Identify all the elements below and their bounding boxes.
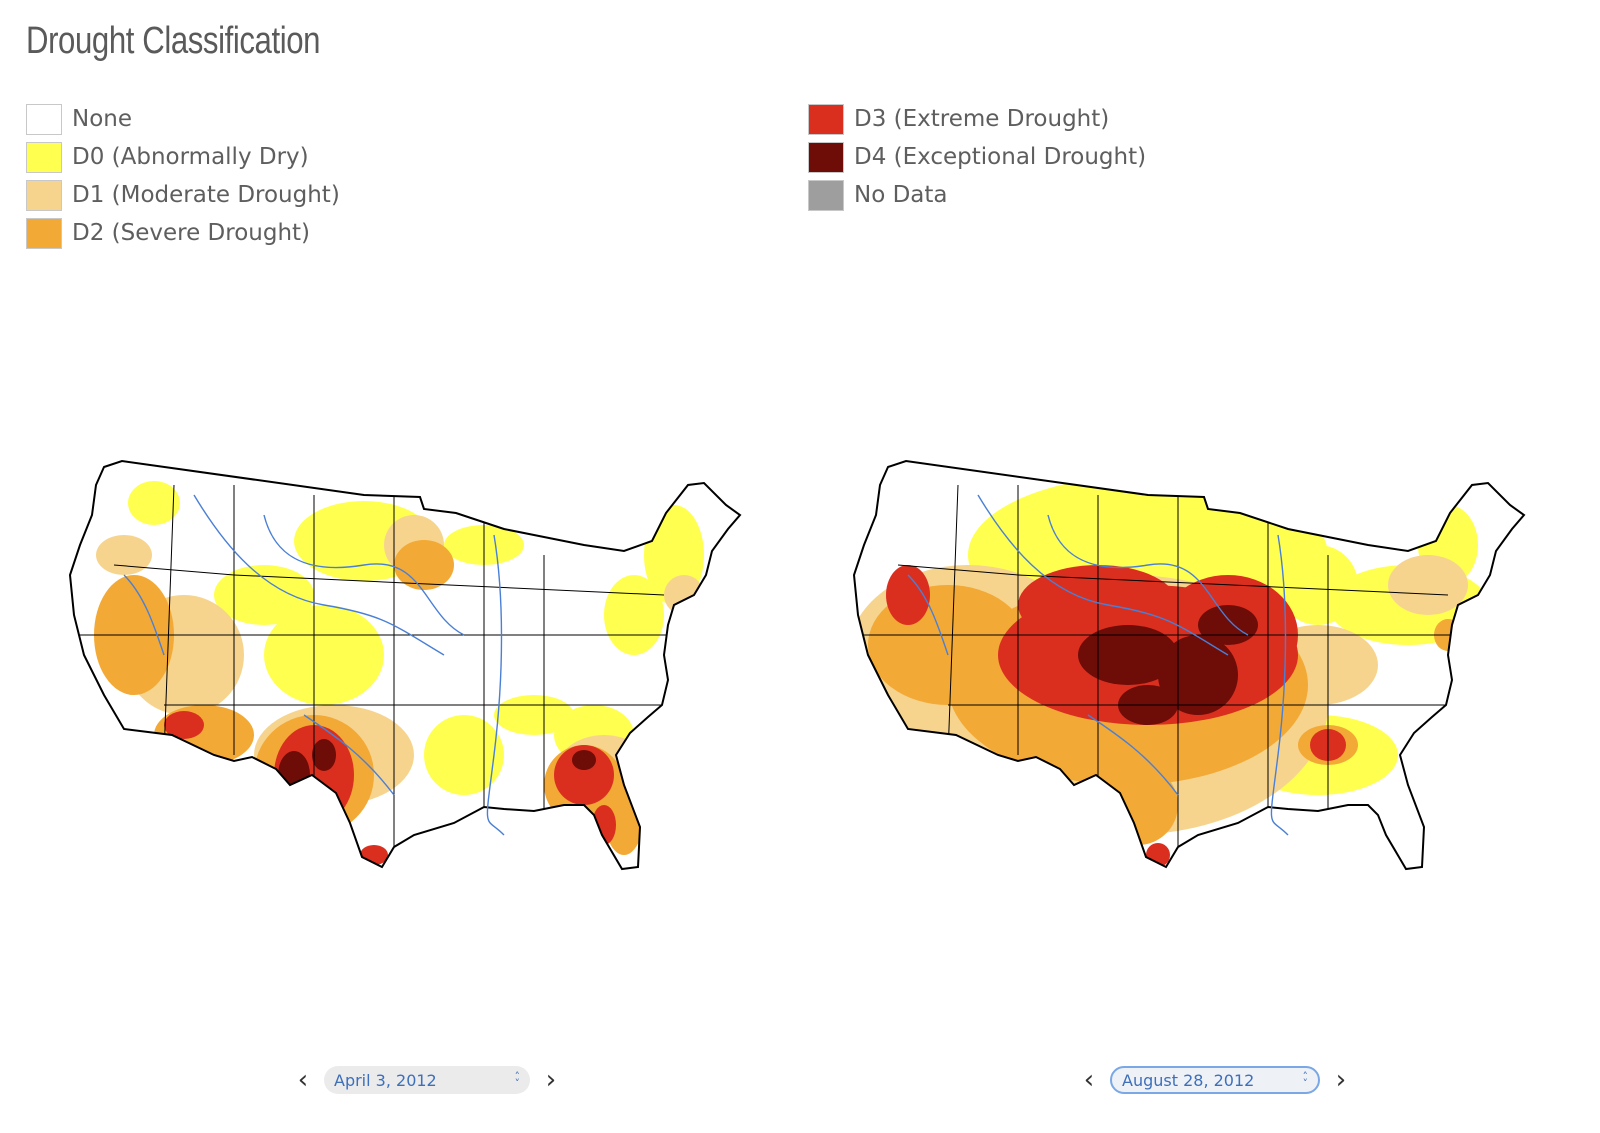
us-outline (852, 459, 1526, 871)
drought-map-august (852, 459, 1526, 871)
date-select-right[interactable]: August 28, 2012 ˄ ˅ (1110, 1066, 1320, 1094)
date-nav-right: ‹ August 28, 2012 ˄ ˅ › (1078, 1066, 1352, 1094)
rivers (907, 494, 1289, 836)
legend-item-d3: D3 (Extreme Drought) (808, 100, 1146, 138)
rivers (123, 494, 505, 836)
legend-swatch (26, 179, 62, 211)
legend-label: None (72, 106, 133, 132)
legend-item-d4: D4 (Exceptional Drought) (808, 138, 1146, 176)
legend-item-d2: D2 (Severe Drought) (26, 214, 340, 252)
state-borders (854, 484, 1524, 855)
date-select-value: August 28, 2012 (1122, 1070, 1255, 1090)
legend-item-none: None (26, 100, 340, 138)
legend-swatch (808, 141, 844, 173)
legend-right: D3 (Extreme Drought) D4 (Exceptional Dro… (808, 100, 1146, 214)
chevron-left-icon[interactable]: ‹ (297, 1065, 309, 1095)
date-select-value: April 3, 2012 (334, 1070, 437, 1090)
up-down-chevron-icon: ˄ ˅ (1302, 1070, 1309, 1090)
legend-label: D1 (Moderate Drought) (72, 182, 340, 208)
chevron-right-icon[interactable]: › (1335, 1065, 1347, 1095)
legend-swatch (808, 103, 844, 135)
us-outline (68, 459, 742, 871)
legend-swatch (808, 179, 844, 211)
legend-label: D3 (Extreme Drought) (854, 106, 1110, 132)
legend-label: No Data (854, 182, 948, 208)
legend-label: D2 (Severe Drought) (72, 220, 311, 246)
chevron-right-icon[interactable]: › (545, 1065, 557, 1095)
drought-map-april (68, 459, 742, 871)
date-select-left[interactable]: April 3, 2012 ˄ ˅ (324, 1066, 530, 1094)
legend-left: None D0 (Abnormally Dry) D1 (Moderate Dr… (26, 100, 340, 252)
legend-swatch (26, 217, 62, 249)
legend-label: D0 (Abnormally Dry) (72, 144, 309, 170)
legend-item-d1: D1 (Moderate Drought) (26, 176, 340, 214)
page-title: Drought Classification (26, 20, 321, 62)
legend-swatch (26, 141, 62, 173)
legend-item-d0: D0 (Abnormally Dry) (26, 138, 340, 176)
legend-swatch (26, 103, 62, 135)
state-borders (70, 484, 740, 855)
legend-label: D4 (Exceptional Drought) (854, 144, 1147, 170)
legend-item-no-data: No Data (808, 176, 1146, 214)
up-down-chevron-icon: ˄ ˅ (514, 1070, 521, 1090)
chevron-left-icon[interactable]: ‹ (1083, 1065, 1095, 1095)
date-nav-left: ‹ April 3, 2012 ˄ ˅ › (292, 1066, 562, 1094)
